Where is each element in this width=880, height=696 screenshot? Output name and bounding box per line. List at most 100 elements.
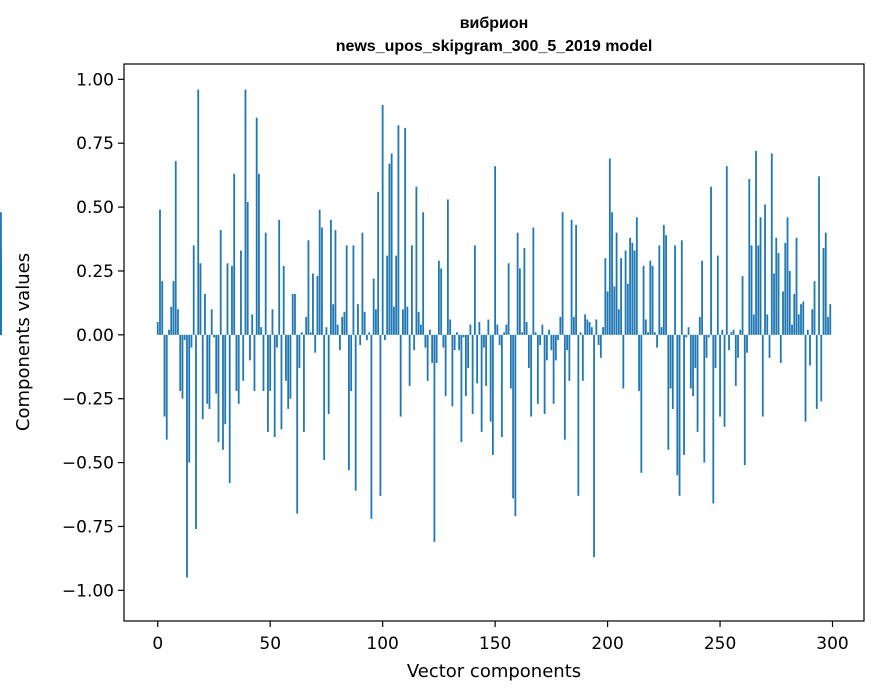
bar xyxy=(237,334,240,404)
bar xyxy=(523,247,526,335)
bar xyxy=(757,245,760,335)
bar xyxy=(377,191,380,335)
bar xyxy=(642,265,645,335)
bar xyxy=(424,334,427,348)
bar xyxy=(422,212,425,335)
bar xyxy=(824,232,827,335)
y-tick-label: 0.75 xyxy=(76,134,114,154)
bar xyxy=(653,332,656,335)
bar xyxy=(633,250,636,335)
bar xyxy=(285,334,287,381)
bar xyxy=(626,283,629,335)
bar xyxy=(159,209,161,335)
bar xyxy=(271,309,274,335)
axis-ticks: 0 50 100 150 200 250 300 −1.00 −0.75 −0.50 −0.25 0.… xyxy=(62,70,849,654)
bar xyxy=(395,255,398,335)
x-axis-label: Vector components xyxy=(407,661,581,682)
bar xyxy=(611,212,613,335)
bar xyxy=(777,253,780,335)
x-tick-label: 200 xyxy=(591,634,623,654)
bar xyxy=(165,334,168,440)
bar xyxy=(240,250,242,335)
bar xyxy=(809,334,811,366)
bar xyxy=(615,232,618,335)
bar xyxy=(617,309,620,335)
bar xyxy=(444,334,447,397)
bar xyxy=(473,245,476,335)
bar xyxy=(575,224,577,335)
bar xyxy=(442,334,445,348)
y-tick-label: −1.00 xyxy=(62,581,114,601)
bar xyxy=(640,334,643,473)
bar xyxy=(339,334,341,351)
bar xyxy=(707,334,710,338)
x-tick-label: 250 xyxy=(704,634,736,654)
bar xyxy=(766,314,769,335)
bar xyxy=(226,263,229,335)
bar xyxy=(330,219,332,335)
bar xyxy=(316,276,319,335)
bar xyxy=(455,332,458,335)
bar xyxy=(739,329,742,335)
bar xyxy=(278,219,281,335)
bar xyxy=(536,334,539,404)
bar xyxy=(584,314,586,335)
bar xyxy=(658,245,661,335)
bar xyxy=(701,260,703,335)
bar xyxy=(671,334,674,409)
bar xyxy=(375,309,377,335)
bar xyxy=(581,334,584,381)
y-tick-label: −0.25 xyxy=(62,390,114,410)
bar xyxy=(505,324,508,335)
bar xyxy=(179,334,182,392)
bar xyxy=(557,334,559,340)
bar xyxy=(228,334,231,484)
bar xyxy=(327,334,330,415)
bar xyxy=(255,117,258,335)
bar xyxy=(318,209,321,335)
bar xyxy=(217,334,220,443)
bar xyxy=(404,127,407,335)
bar xyxy=(620,258,622,335)
x-tick-label: 300 xyxy=(816,634,848,654)
bar xyxy=(644,319,647,335)
bar xyxy=(566,334,568,351)
bar xyxy=(235,334,238,392)
bar xyxy=(631,242,634,335)
bar xyxy=(390,153,393,335)
bar xyxy=(730,332,733,335)
bar xyxy=(539,334,542,346)
bar xyxy=(665,235,667,335)
bar xyxy=(804,334,807,422)
bar xyxy=(703,334,706,463)
bar xyxy=(413,334,416,351)
bar xyxy=(296,334,299,514)
bar xyxy=(534,332,537,335)
x-tick-label: 150 xyxy=(479,634,511,654)
bar xyxy=(507,263,510,335)
bar xyxy=(323,334,326,461)
bar xyxy=(325,327,328,335)
bar xyxy=(768,334,771,358)
y-tick-label: −0.50 xyxy=(62,454,114,474)
bar xyxy=(512,334,515,499)
bar xyxy=(570,219,573,335)
bar xyxy=(336,324,339,335)
bar xyxy=(773,273,775,335)
bar xyxy=(613,286,616,335)
bar xyxy=(496,324,499,335)
bar xyxy=(647,332,649,335)
bar xyxy=(728,334,730,351)
bar xyxy=(595,319,598,335)
bar xyxy=(782,291,784,335)
x-tick-label: 50 xyxy=(259,634,281,654)
bar xyxy=(779,334,782,363)
bar xyxy=(662,224,665,335)
bar xyxy=(215,334,218,394)
bar xyxy=(156,322,159,335)
bar xyxy=(685,334,688,338)
bar xyxy=(588,322,591,335)
bar xyxy=(710,186,712,335)
bar xyxy=(370,334,373,519)
bar xyxy=(786,217,789,335)
